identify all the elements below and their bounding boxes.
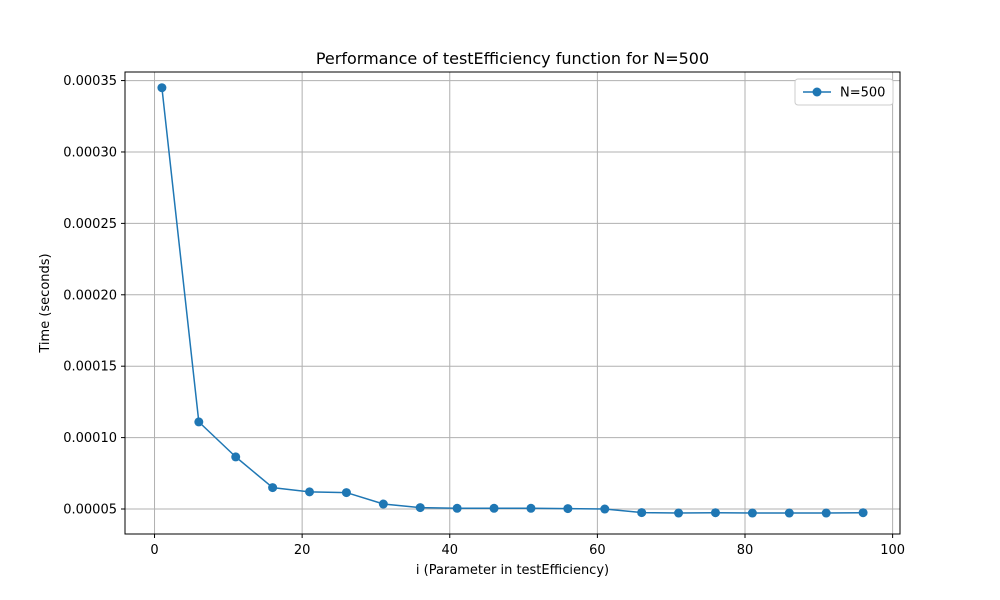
data-point [710, 508, 720, 518]
data-point [821, 508, 831, 518]
legend-marker [812, 87, 822, 97]
legend-box [794, 78, 894, 106]
legend: N=500 [794, 78, 894, 106]
data-point [194, 417, 204, 427]
data-point [674, 508, 684, 518]
series-layer [157, 83, 868, 518]
y-tick-label: 0.00010 [63, 431, 117, 446]
data-point [452, 503, 462, 513]
plot-area [125, 72, 900, 534]
x-tick-label: 20 [294, 543, 311, 558]
data-point [600, 504, 610, 514]
x-tick-label: 60 [589, 543, 606, 558]
y-tick-label: 0.00015 [63, 360, 117, 375]
y-tick-label: 0.00020 [63, 288, 117, 303]
data-point [305, 487, 315, 497]
grid [125, 72, 900, 534]
plot-frame [124, 71, 901, 535]
data-point [858, 508, 868, 518]
axes: 0 20 40 60 80 100 0.00005 0.00010 0.00015 0.00020… [63, 74, 905, 558]
data-point [489, 503, 499, 513]
x-tick-label: 80 [737, 543, 754, 558]
x-tick-label: 0 [150, 543, 158, 558]
data-point [157, 83, 167, 93]
data-point [784, 508, 794, 518]
data-point [231, 452, 241, 462]
data-point [415, 503, 425, 513]
y-tick-label: 0.00005 [63, 503, 117, 518]
y-axis-label: Time (seconds) [38, 253, 53, 353]
data-point [341, 488, 351, 498]
y-tick-label: 0.00035 [63, 74, 117, 89]
data-point [526, 503, 536, 513]
data-point [747, 508, 757, 518]
x-tick-label: 100 [880, 543, 905, 558]
series-line [161, 87, 864, 514]
y-tick-label: 0.00030 [63, 145, 117, 160]
legend-label: N=500 [840, 86, 885, 101]
data-point [637, 508, 647, 518]
chart-title: Performance of testEfficiency function f… [316, 49, 709, 68]
data-point [563, 504, 573, 514]
y-tick-label: 0.00025 [63, 217, 117, 232]
data-point [378, 499, 388, 509]
x-axis-label: i (Parameter in testEfficiency) [416, 563, 609, 578]
x-tick-label: 40 [441, 543, 458, 558]
data-point [268, 483, 278, 493]
